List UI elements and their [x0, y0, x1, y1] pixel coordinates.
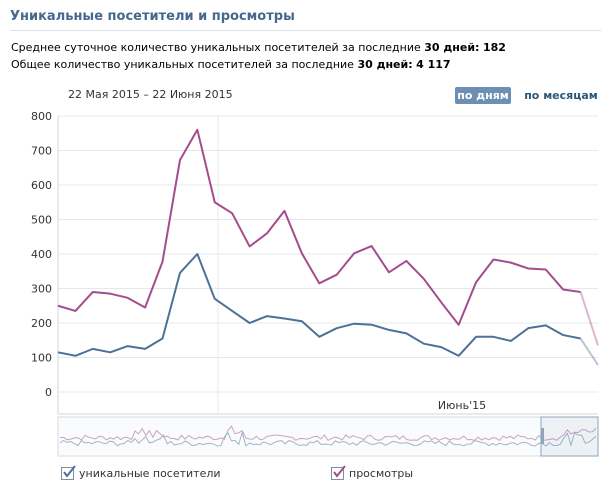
series-line-partial [579, 291, 599, 346]
y-tick-label: 800 [31, 110, 52, 123]
navigator-visitors-line [59, 430, 597, 447]
y-tick-label: 700 [31, 145, 52, 158]
total-visitors-prefix: Общее количество уникальных посетителей … [11, 58, 358, 71]
avg-visitors-stat: Среднее суточное количество уникальных п… [11, 41, 506, 54]
x-tick-label: Июнь'15 [438, 399, 486, 412]
by-day-button[interactable]: по дням [455, 87, 511, 104]
total-visitors-stat: Общее количество уникальных посетителей … [11, 58, 451, 71]
legend-label-views: просмотры [349, 467, 414, 480]
total-visitors-days: 30 дней: [357, 58, 413, 71]
series-line [57, 128, 581, 326]
avg-visitors-value: 182 [482, 41, 506, 54]
navigator-selection [540, 416, 599, 457]
navigator-views-line [59, 425, 597, 442]
views-checkbox[interactable] [331, 465, 346, 480]
y-tick-label: 0 [45, 386, 52, 399]
y-tick-label: 500 [31, 214, 52, 227]
total-visitors-value: 4 117 [416, 58, 451, 71]
avg-visitors-prefix: Среднее суточное количество уникальных п… [11, 41, 425, 54]
y-tick-label: 300 [31, 283, 52, 296]
series-line [57, 253, 581, 357]
y-tick-label: 400 [31, 248, 52, 261]
section-title: Уникальные посетители и просмотры [10, 9, 295, 24]
navigator-frame [57, 416, 599, 457]
by-month-button[interactable]: по месяцам [524, 89, 598, 102]
legend-label-visitors: уникальные посетители [79, 467, 221, 480]
check-icon [63, 465, 76, 478]
visitors-checkbox[interactable] [61, 465, 76, 480]
avg-visitors-days: 30 дней: [424, 41, 480, 54]
series-line-partial [579, 337, 599, 366]
title-divider [10, 30, 601, 31]
date-range-label: 22 Мая 2015 – 22 Июня 2015 [68, 88, 233, 101]
check-icon [333, 465, 346, 478]
y-tick-label: 200 [31, 317, 52, 330]
navigator-handle-left [541, 428, 544, 444]
y-tick-label: 600 [31, 179, 52, 192]
y-tick-label: 100 [31, 352, 52, 365]
